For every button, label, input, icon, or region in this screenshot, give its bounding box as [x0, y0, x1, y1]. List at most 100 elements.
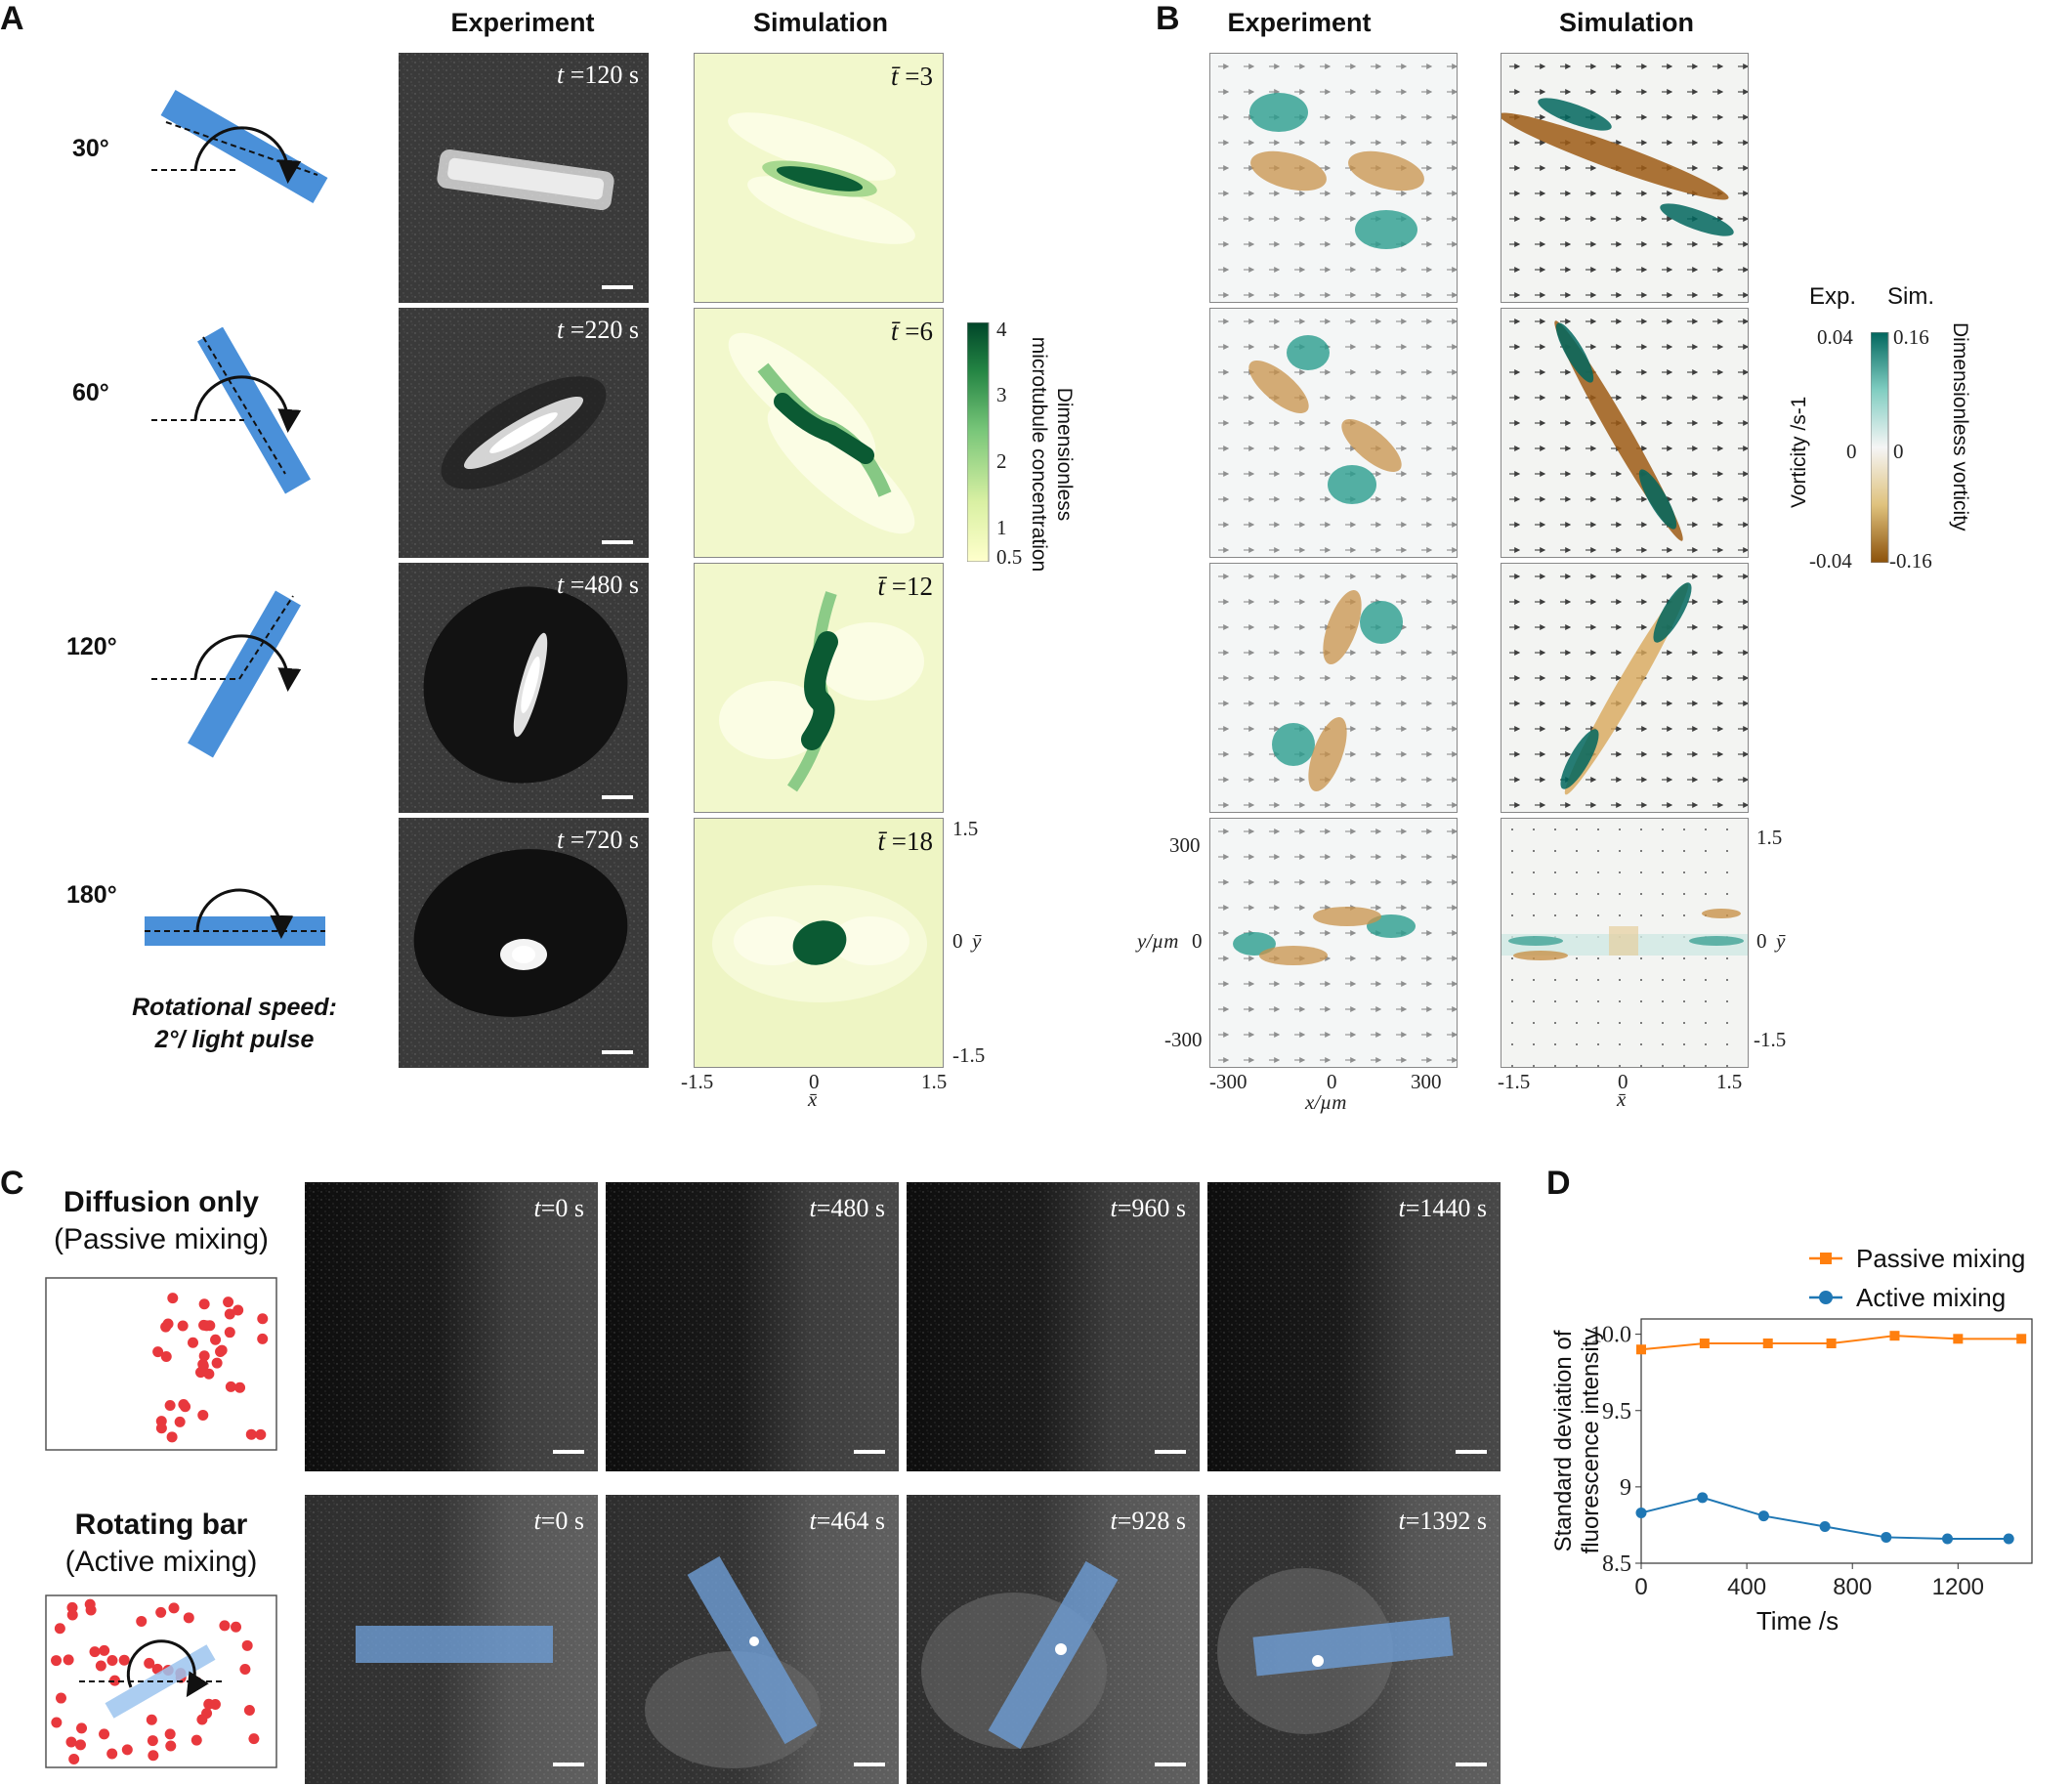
passive-mixing-diagram: [45, 1277, 277, 1451]
angle-label-180: 180°: [66, 881, 117, 909]
exp-image-60: t =220 s: [399, 308, 649, 558]
active-time-0: 0 s: [555, 1507, 584, 1535]
particle-dot: [255, 1428, 267, 1440]
b-exp-x-label: x/µm: [1305, 1090, 1347, 1114]
b-sim-x-axis-label: x̄: [1617, 1087, 1627, 1111]
particle-dot: [160, 1351, 172, 1363]
particle-dot: [63, 1654, 74, 1666]
b-sim-x-tick-zero: 0: [1618, 1070, 1628, 1093]
colorbar-title: Dimensionless microtubule concentration: [1028, 322, 1086, 586]
particle-dot: [152, 1346, 164, 1358]
particle-dot: [146, 1714, 157, 1725]
particle-dot: [198, 1350, 210, 1362]
passive-time-480: 480 s: [830, 1194, 885, 1222]
x-tick-label: 0: [1634, 1574, 1647, 1600]
b-sim-y-tick-neg: -1.5: [1754, 1028, 1787, 1051]
sim-image-60: t̄ =6: [694, 308, 944, 558]
data-point: [1942, 1533, 1954, 1545]
particle-dot: [166, 1431, 178, 1443]
colorbar-title-line2: microtubule concentration: [1028, 336, 1050, 573]
particle-dot: [168, 1602, 180, 1614]
exp-vorticity-120: [1209, 563, 1458, 813]
particle-dot: [51, 1717, 63, 1728]
y-axis-label: Standard deviation offluorescence intens…: [1550, 1329, 1604, 1554]
vcbar-exp-tick-neg: -0.04: [1809, 549, 1852, 573]
active-time-1392: 1392 s: [1419, 1507, 1487, 1535]
sim-time-12: 12: [907, 572, 933, 601]
a-y-axis-label: ȳ: [972, 929, 982, 953]
active-time-928: 928 s: [1131, 1507, 1186, 1535]
rotating-title-block: Rotating bar (Active mixing): [39, 1507, 283, 1581]
b-exp-y-label: y/µm: [1137, 929, 1179, 953]
angle-label-120: 120°: [66, 633, 117, 660]
a-y-tick-zero: 0: [952, 929, 963, 953]
colorbar-title-line1: Dimensionless: [1053, 387, 1076, 522]
scale-bar: [602, 540, 633, 544]
scale-bar: [1456, 1450, 1487, 1454]
particle-dot: [178, 1399, 190, 1411]
particle-dot: [68, 1753, 80, 1764]
particle-dot: [177, 1320, 189, 1332]
particle-dot: [164, 1399, 176, 1411]
concentration-colorbar: [967, 322, 990, 562]
mixing-chart: 0 400 800 1200 8.5 9 9.5 10.0 Time /s Standard de…: [1550, 1244, 2033, 1636]
x-tick-label: 1200: [1932, 1574, 1984, 1600]
angle-label-30: 30°: [72, 135, 109, 162]
particle-dot: [148, 1750, 159, 1762]
panel-a-experiment-header: Experiment: [450, 8, 595, 37]
diffusion-subtitle: (Passive mixing): [53, 1223, 270, 1255]
particle-dot: [203, 1368, 215, 1380]
scale-bar: [854, 1763, 885, 1766]
diffusion-title: Diffusion only: [63, 1186, 259, 1218]
particle-dot: [234, 1381, 246, 1393]
particle-dot: [194, 1367, 206, 1379]
exp-time-120: 480 s: [584, 571, 639, 599]
particle-dot: [243, 1704, 255, 1716]
sim-time-18: 18: [907, 827, 933, 856]
data-point: [1826, 1339, 1837, 1348]
active-mixing-diagram: [45, 1594, 277, 1768]
scale-bar: [1456, 1763, 1487, 1766]
exp-image-30: t =120 s: [399, 53, 649, 303]
particle-dot: [257, 1333, 269, 1344]
passive-image-960: t=960 s: [907, 1182, 1200, 1471]
data-point: [1881, 1531, 1892, 1543]
data-point: [2016, 1334, 2027, 1344]
b-sim-x-tick-pos: 1.5: [1716, 1070, 1743, 1093]
sim-vorticity-180: [1501, 818, 1749, 1068]
particle-dot: [201, 1708, 213, 1720]
rotation-speed-note: Rotational speed: 2°/ light pulse: [88, 992, 381, 1056]
particle-dot: [211, 1357, 223, 1369]
particle-dot: [245, 1428, 257, 1440]
particle-dot: [201, 1320, 213, 1332]
particle-dot: [106, 1748, 118, 1760]
panel-b-experiment-header: Experiment: [1227, 8, 1372, 37]
particle-dot: [174, 1416, 186, 1427]
vcbar-sim-tick-zero: 0: [1893, 440, 1904, 463]
data-point: [2003, 1533, 2014, 1545]
rotating-title: Rotating bar: [74, 1509, 248, 1541]
a-x-axis-label: x̄: [808, 1087, 818, 1111]
legend-marker: [1819, 1291, 1833, 1304]
particle-dot: [190, 1734, 202, 1746]
b-sim-x-tick-neg: -1.5: [1498, 1070, 1531, 1093]
x-axis-label: Time /s: [1756, 1606, 1839, 1636]
data-point: [1635, 1507, 1647, 1518]
b-exp-y-tick-neg: -300: [1164, 1028, 1203, 1051]
particle-dot: [224, 1308, 235, 1320]
particle-dot: [106, 1655, 118, 1667]
data-point: [1757, 1510, 1769, 1522]
vcbar-sim-tick-neg: -0.16: [1889, 549, 1932, 573]
particle-dot: [95, 1660, 106, 1672]
sim-vorticity-30: [1501, 53, 1749, 303]
sim-time-6: 6: [919, 317, 934, 346]
particle-dot: [155, 1423, 167, 1434]
vorticity-sim-title: Dimensionless vorticity: [1949, 322, 1971, 531]
scale-bar: [602, 285, 633, 289]
sim-time-3: 3: [919, 62, 934, 91]
particle-dot: [231, 1621, 242, 1633]
vorticity-colorbar: [1871, 332, 1889, 563]
data-point: [1953, 1334, 1964, 1344]
a-y-tick-pos: 1.5: [952, 817, 979, 840]
panel-b-simulation-header: Simulation: [1558, 8, 1694, 37]
